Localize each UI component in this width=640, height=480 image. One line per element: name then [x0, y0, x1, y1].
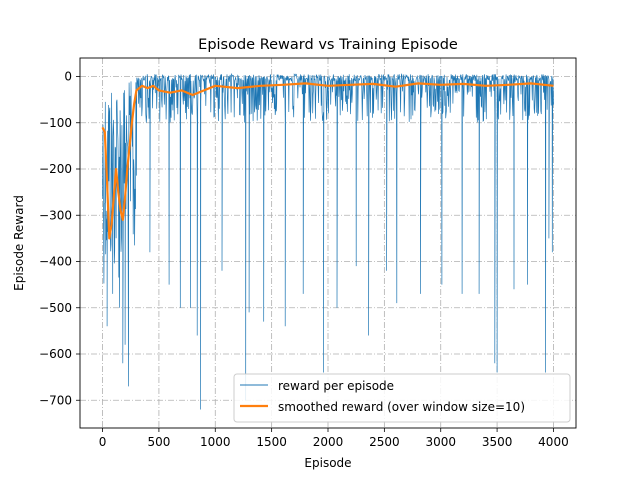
series-smoothed-reward: [101, 82, 554, 240]
x-tick-label: 3500: [482, 435, 513, 449]
plot-area: [79, 57, 577, 429]
legend-label-smoothed: smoothed reward (over window size=10): [278, 400, 525, 414]
x-tick-label: 500: [147, 435, 170, 449]
y-tick-label: −400: [39, 255, 72, 269]
legend-box: [233, 373, 571, 423]
x-tick-label: 3000: [425, 435, 456, 449]
y-tick-label: −200: [39, 162, 72, 176]
y-axis-ticks: 0 −100 −200 −300 −400 −500 −600 −700: [39, 70, 80, 407]
x-tick-label: 2000: [313, 435, 344, 449]
x-tick-label: 0: [99, 435, 107, 449]
chart-title: Episode Reward vs Training Episode: [198, 37, 458, 53]
y-tick-label: −600: [39, 347, 72, 361]
x-tick-label: 2500: [369, 435, 400, 449]
x-axis-label: Episode: [304, 456, 351, 470]
x-tick-label: 4000: [538, 435, 569, 449]
series-reward-per-episode: [102, 72, 554, 410]
y-tick-label: −500: [39, 301, 72, 315]
x-tick-label: 1000: [200, 435, 231, 449]
line-reward-per-episode: [102, 72, 554, 410]
y-axis-label: Episode Reward: [12, 195, 26, 291]
line-smoothed-reward: [101, 82, 554, 240]
x-tick-label: 1500: [256, 435, 287, 449]
y-tick-label: −700: [39, 393, 72, 407]
y-tick-label: −100: [39, 116, 72, 130]
legend-label-raw: reward per episode: [278, 379, 394, 393]
legend: reward per episode smoothed reward (over…: [233, 373, 571, 423]
y-tick-label: 0: [64, 70, 72, 84]
x-axis-ticks: 0 500 1000 1500 2000 2500 3000 3500 4000: [99, 428, 569, 449]
y-tick-label: −300: [39, 208, 72, 222]
